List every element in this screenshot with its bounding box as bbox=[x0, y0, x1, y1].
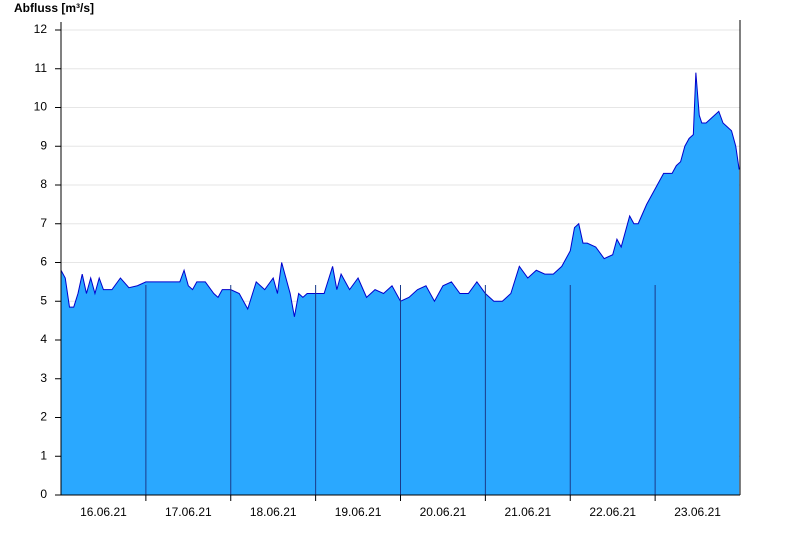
x-tick-label: 20.06.21 bbox=[420, 505, 467, 519]
x-tick-label: 21.06.21 bbox=[504, 505, 551, 519]
y-tick-label: 10 bbox=[34, 100, 48, 114]
x-tick-label: 18.06.21 bbox=[250, 505, 297, 519]
y-tick-label: 6 bbox=[40, 255, 47, 269]
y-tick-label: 3 bbox=[40, 371, 47, 385]
y-tick-label: 12 bbox=[34, 22, 48, 36]
x-tick-label: 16.06.21 bbox=[80, 505, 127, 519]
y-axis-label: Abfluss [m³/s] bbox=[14, 1, 94, 15]
y-tick-label: 0 bbox=[40, 487, 47, 501]
x-tick-label: 23.06.21 bbox=[674, 505, 721, 519]
y-tick-label: 1 bbox=[40, 448, 47, 462]
x-tick-label: 22.06.21 bbox=[589, 505, 636, 519]
y-tick-label: 11 bbox=[35, 61, 48, 75]
y-tick-label: 7 bbox=[40, 216, 47, 230]
y-tick-label: 9 bbox=[40, 138, 47, 152]
x-tick-label: 17.06.21 bbox=[165, 505, 212, 519]
y-tick-label: 4 bbox=[40, 332, 47, 346]
x-tick-label: 19.06.21 bbox=[335, 505, 382, 519]
y-tick-label: 2 bbox=[40, 410, 47, 424]
y-tick-label: 5 bbox=[40, 293, 47, 307]
y-tick-label: 8 bbox=[40, 177, 47, 191]
